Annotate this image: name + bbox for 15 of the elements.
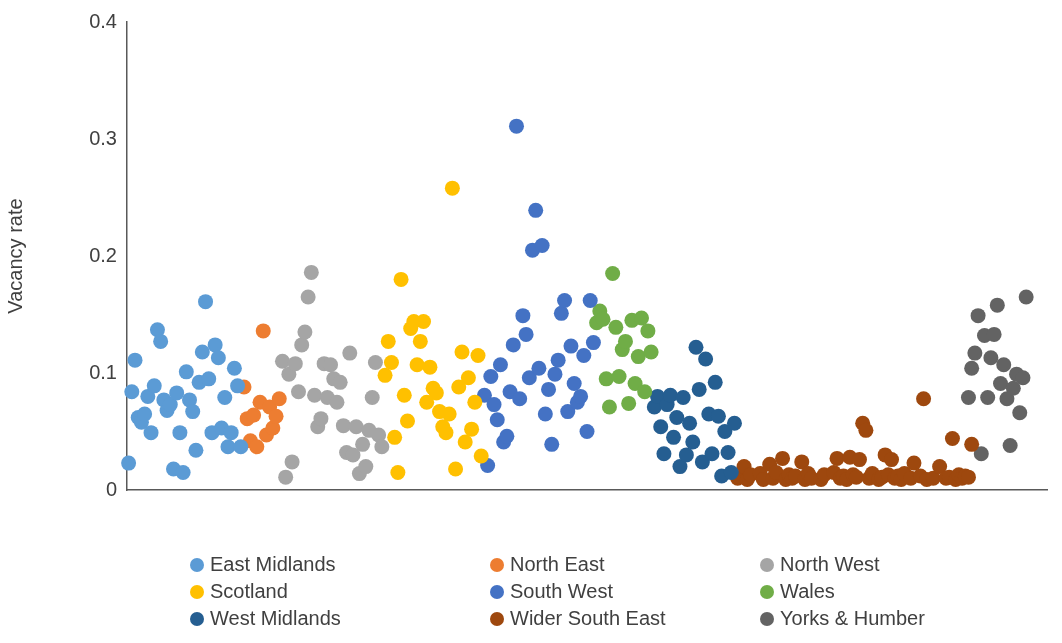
legend-label: South West [510, 580, 614, 603]
y-tick-label: 0.4 [89, 9, 117, 32]
legend-label: North West [780, 553, 880, 576]
legend-label: East Midlands [210, 553, 336, 576]
y-tick-label: 0.3 [89, 126, 117, 149]
y-tick-label: 0.1 [89, 360, 117, 383]
legend-label: Wales [780, 580, 835, 603]
y-tick-label: 0.2 [89, 243, 117, 266]
legend-label: Scotland [210, 580, 288, 603]
legend-label: North East [510, 553, 605, 576]
y-tick-label: 0 [105, 477, 117, 500]
legend-label: West Midlands [210, 607, 341, 630]
legend-label: Wider South East [510, 607, 666, 630]
legend-label: Yorks & Humber [780, 607, 925, 630]
y-axis-title: Vacancy rate [3, 198, 26, 314]
